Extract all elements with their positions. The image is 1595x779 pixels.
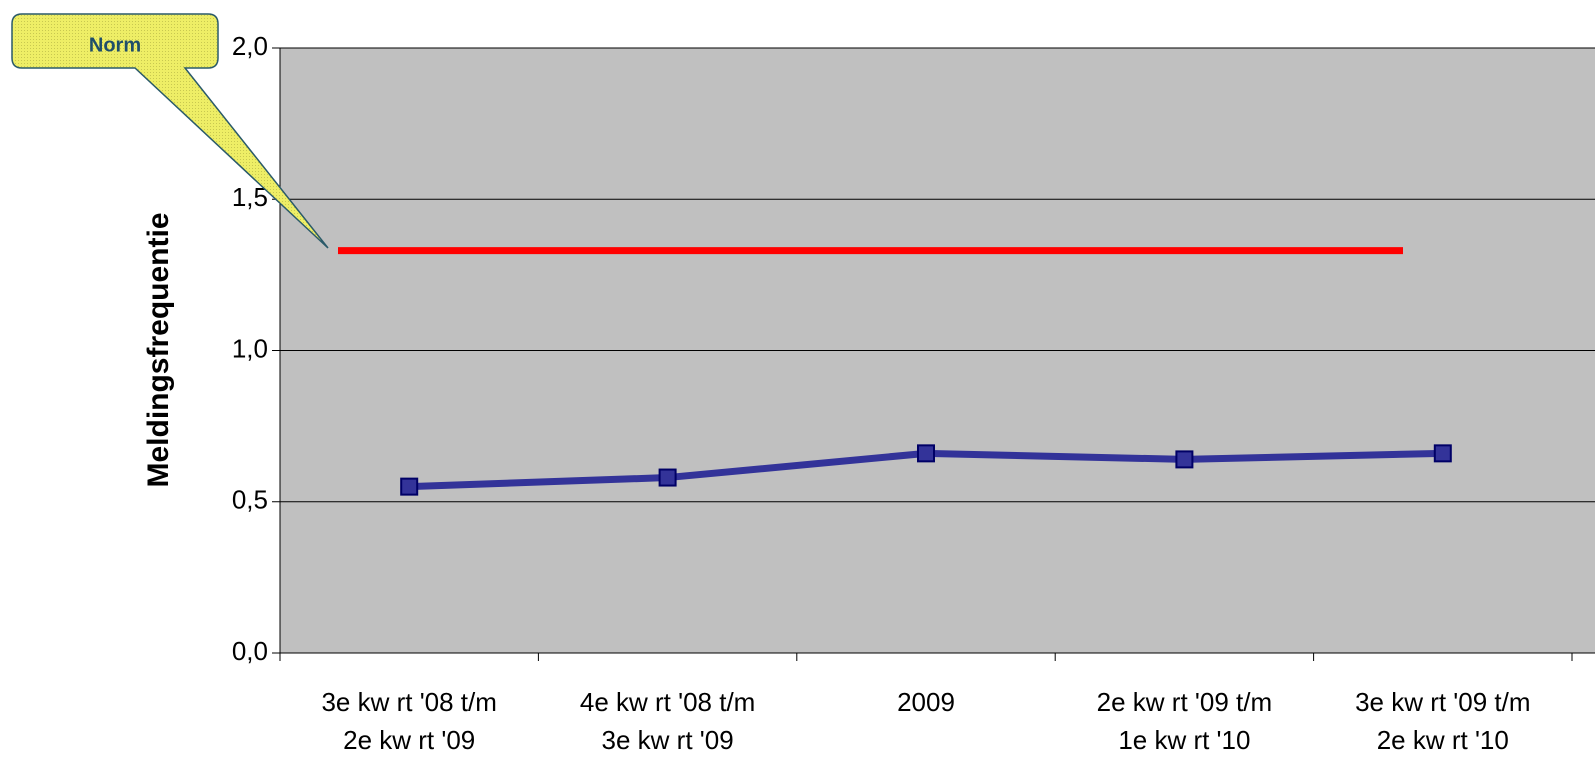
y-tick-label: 2,0	[232, 31, 268, 61]
x-tick-label: 3e kw rt '08 t/m 2e kw rt '09	[321, 687, 497, 755]
x-tick-label: 3e kw rt '09 t/m 2e kw rt '10	[1355, 687, 1531, 755]
x-tick-label: 4e kw rt '08 t/m 3e kw rt '09	[579, 687, 756, 755]
marker	[1175, 450, 1194, 469]
y-tick-label: 1,0	[232, 333, 268, 363]
marker	[400, 477, 419, 496]
y-tick-label: 0,5	[232, 485, 268, 515]
callout-shape	[11, 13, 329, 249]
x-tick-label: 2e kw rt '09 t/m 1e kw rt '10	[1096, 687, 1273, 755]
marker	[917, 444, 935, 463]
y-tick-label: 0,0	[232, 636, 268, 666]
marker	[658, 468, 677, 487]
x-tick-label: 2009	[897, 687, 955, 717]
marker	[1433, 444, 1452, 463]
callout-text: Norm	[89, 34, 141, 56]
y-axis-label: Meldingsfrequentie	[142, 212, 175, 487]
norm-callout: Norm	[11, 13, 329, 249]
